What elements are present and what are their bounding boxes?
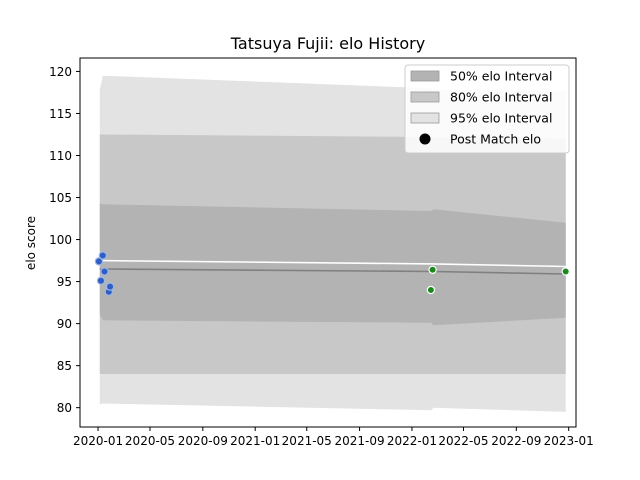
post-match-points	[94, 251, 570, 296]
y-axis-label: elo score	[24, 216, 38, 270]
x-tick-label: 2022-05	[438, 434, 488, 448]
legend-label: Post Match elo	[450, 132, 541, 147]
x-tick-label: 2021-05	[282, 434, 332, 448]
legend-label: 80% elo Interval	[450, 90, 552, 105]
prior-elo-line	[99, 259, 566, 268]
post-match-point	[98, 251, 108, 260]
post-match-point	[105, 282, 115, 291]
post-match-point	[561, 267, 570, 276]
x-tick-label: 2022-09	[491, 434, 541, 448]
band-50	[99, 203, 566, 326]
x-tick-label: 2023-01	[544, 434, 594, 448]
y-tick-label: 100	[49, 233, 72, 247]
x-axis-ticks: 2020-01 2020-05 2020-09 2021-01 2021-05 2021-…	[73, 427, 594, 448]
x-tick-label: 2021-09	[334, 434, 384, 448]
post-match-point	[426, 285, 436, 295]
post-match-point	[96, 276, 106, 285]
legend-swatch-band50	[410, 70, 440, 82]
y-tick-label: 90	[57, 317, 72, 331]
legend-label: 95% elo Interval	[450, 111, 552, 126]
y-axis-ticks: 80 85 90 95 100 105 110 115 120	[49, 65, 80, 415]
y-tick-label: 80	[57, 401, 72, 415]
x-tick-label: 2022-01	[387, 434, 437, 448]
x-tick-label: 2020-05	[125, 434, 175, 448]
y-tick-label: 85	[57, 359, 72, 373]
y-tick-label: 110	[49, 149, 72, 163]
legend-box	[404, 64, 570, 154]
y-tick-label: 95	[57, 275, 72, 289]
x-tick-label: 2020-01	[73, 434, 123, 448]
post-match-point	[428, 265, 437, 274]
plot-frame	[79, 57, 577, 428]
y-tick-label: 115	[49, 107, 72, 121]
interval-bands	[99, 75, 566, 412]
legend: 50% elo Interval 80% elo Interval 95% elo …	[404, 64, 570, 154]
post-match-point	[94, 257, 104, 266]
y-tick-label: 120	[49, 65, 72, 79]
x-tick-label: 2020-09	[178, 434, 228, 448]
legend-swatch-band95	[410, 112, 440, 124]
x-tick-label: 2021-01	[230, 434, 280, 448]
legend-label: 50% elo Interval	[450, 69, 552, 84]
y-tick-label: 105	[49, 191, 72, 205]
legend-swatch-band80	[410, 91, 440, 103]
post-match-point	[100, 267, 109, 276]
chart-title: Tatsuya Fujii: elo History	[230, 34, 425, 53]
legend-marker	[419, 133, 431, 145]
